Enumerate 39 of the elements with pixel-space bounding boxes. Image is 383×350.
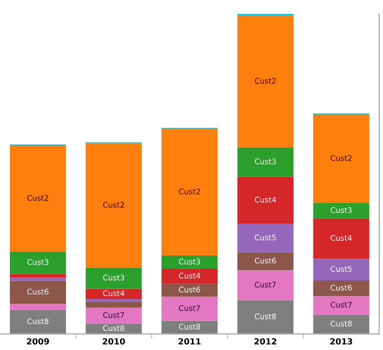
x-tick-label: 2010 <box>102 338 125 345</box>
bar <box>313 258 370 280</box>
bar <box>237 252 294 270</box>
bar <box>237 176 294 224</box>
bar <box>86 299 142 302</box>
bar <box>10 278 66 281</box>
bar <box>162 284 218 297</box>
bar <box>10 304 66 310</box>
bar <box>237 270 294 300</box>
bar <box>162 268 218 284</box>
bar <box>10 145 66 252</box>
x-tick-label: 2013 <box>330 338 352 345</box>
bar <box>237 147 294 177</box>
bar <box>313 296 370 315</box>
bar <box>237 16 294 148</box>
bar <box>86 268 142 289</box>
bar <box>86 308 142 324</box>
bar <box>313 218 370 259</box>
bar <box>162 256 218 269</box>
bar <box>162 128 218 256</box>
bar <box>237 224 294 252</box>
bar <box>86 288 142 300</box>
bar <box>313 114 370 204</box>
bar <box>10 310 66 334</box>
bar <box>86 302 142 308</box>
x-tick-label: 2011 <box>178 338 201 345</box>
bar <box>162 296 218 321</box>
bar <box>313 314 370 334</box>
x-tick-label: 2012 <box>254 338 276 345</box>
bar <box>86 143 142 268</box>
bar <box>162 320 218 334</box>
bar <box>10 274 66 278</box>
x-tick-label: 2009 <box>26 338 49 345</box>
bar <box>10 252 66 274</box>
bar <box>313 203 370 218</box>
bar <box>10 280 66 304</box>
bar <box>313 280 370 296</box>
bar <box>86 324 142 334</box>
bar <box>237 300 294 334</box>
